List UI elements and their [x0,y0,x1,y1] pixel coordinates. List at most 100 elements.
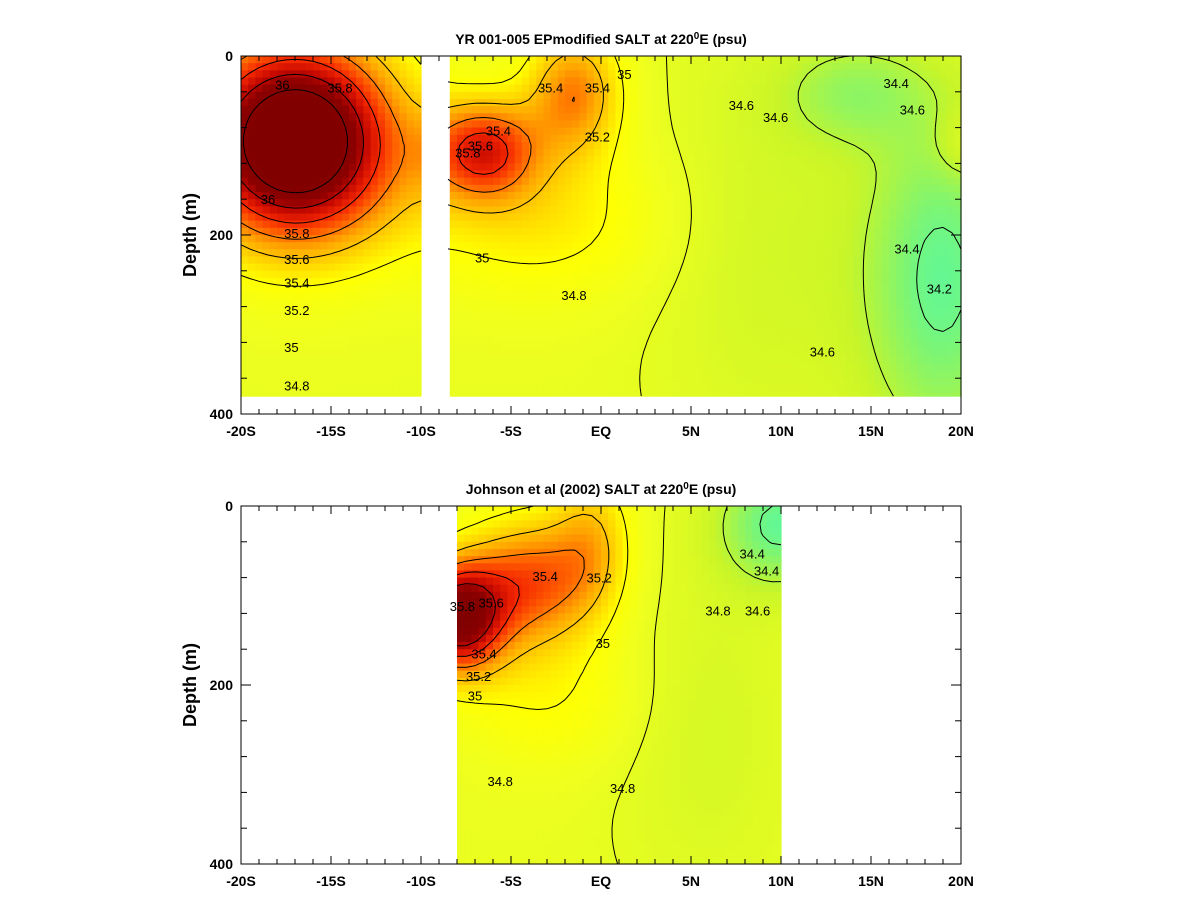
heatmap-cell [457,513,465,521]
heatmap-cell [478,663,487,672]
heatmap-cell [853,192,861,200]
heatmap-cell [831,184,840,193]
heatmap-cell [341,378,350,386]
heatmap-cell [903,141,912,150]
heatmap-cell [889,363,897,372]
heatmap-cell [795,292,804,301]
heatmap-cell [838,363,847,372]
heatmap-cell [701,285,710,293]
heatmap-cell [320,249,328,258]
heatmap-cell [766,392,775,397]
heatmap-cell [889,285,897,293]
heatmap-cell [370,206,379,215]
heatmap-cell [464,306,472,315]
heatmap-cell [701,220,710,229]
heatmap-cell [946,371,955,379]
heatmap-cell [644,227,652,236]
heatmap-cell [925,378,933,386]
heatmap-cell [277,227,285,236]
heatmap-cell [889,256,897,265]
heatmap-cell [946,306,955,315]
heatmap-cell [485,606,494,614]
heatmap-cell [248,170,256,179]
heatmap-cell [939,371,948,379]
heatmap-cell [457,63,465,71]
heatmap-cell [485,56,494,64]
heatmap-cell [241,306,249,315]
heatmap-cell [903,156,912,164]
heatmap-cell [241,235,249,243]
heatmap-cell [838,170,847,179]
heatmap-cell [853,256,861,265]
heatmap-cell [241,263,249,272]
heatmap-cell [543,170,552,179]
heatmap-cell [860,127,868,136]
heatmap-cell [795,184,804,193]
heatmap-cell [478,134,487,143]
heatmap-cell [838,177,847,186]
heatmap-cell [637,56,645,64]
heatmap-cell [709,313,717,322]
heatmap-cell [925,192,933,200]
heatmap-cell [529,184,537,193]
heatmap-cell [925,127,933,136]
heatmap-cell [356,106,364,114]
heatmap-cell [349,141,357,150]
heatmap-cell [615,313,624,322]
heatmap-cell [745,84,753,93]
heatmap-cell [262,113,271,122]
heatmap-cell [320,170,328,179]
heatmap-cell [860,141,868,150]
heatmap-cell [413,277,422,286]
heatmap-cell [680,184,688,193]
heatmap-cell [730,270,739,279]
heatmap-cell [817,98,825,107]
heatmap-cell [629,363,638,372]
heatmap-cell [881,177,890,186]
heatmap-cell [665,56,674,64]
heatmap-cell [601,285,609,293]
heatmap-cell [608,227,616,236]
heatmap-cell [277,292,285,301]
heatmap-cell [464,856,472,865]
heatmap-cell [464,134,472,143]
heatmap-cell [853,199,861,207]
heatmap-cell [701,306,710,315]
heatmap-cell [694,141,703,150]
heatmap-cell [867,299,876,308]
heatmap-cell [737,77,746,86]
heatmap-cell [356,63,364,71]
heatmap-cell [867,227,876,236]
heatmap-cell [485,306,494,315]
heatmap-cell [457,349,465,358]
heatmap-cell [802,378,811,386]
heatmap-cell [953,120,962,129]
heatmap-cell [341,98,350,107]
heatmap-cell [824,363,832,372]
heatmap-cell [658,184,667,193]
heatmap-cell [514,63,523,71]
heatmap-cell [550,199,559,207]
heatmap-cell [464,570,472,579]
heatmap-cell [615,277,624,286]
heatmap-cell [241,227,249,236]
heatmap-cell [701,192,710,200]
heatmap-cell [298,349,307,358]
contour-label: 35.8 [284,226,309,241]
heatmap-cell [802,342,811,351]
heatmap-cell [485,127,494,136]
heatmap-cell [673,263,681,272]
heatmap-cell [939,120,948,129]
heatmap-cell [248,256,256,265]
heatmap-cell [457,756,465,765]
heatmap-cell [572,270,580,279]
heatmap-cell [464,91,472,100]
heatmap-cell [586,263,595,272]
heatmap-cell [291,163,300,172]
heatmap-cell [651,199,660,207]
heatmap-cell [500,371,508,379]
heatmap-cell [773,220,782,229]
heatmap-cell [903,220,912,229]
heatmap-cell [543,299,552,308]
heatmap-cell [464,713,472,722]
